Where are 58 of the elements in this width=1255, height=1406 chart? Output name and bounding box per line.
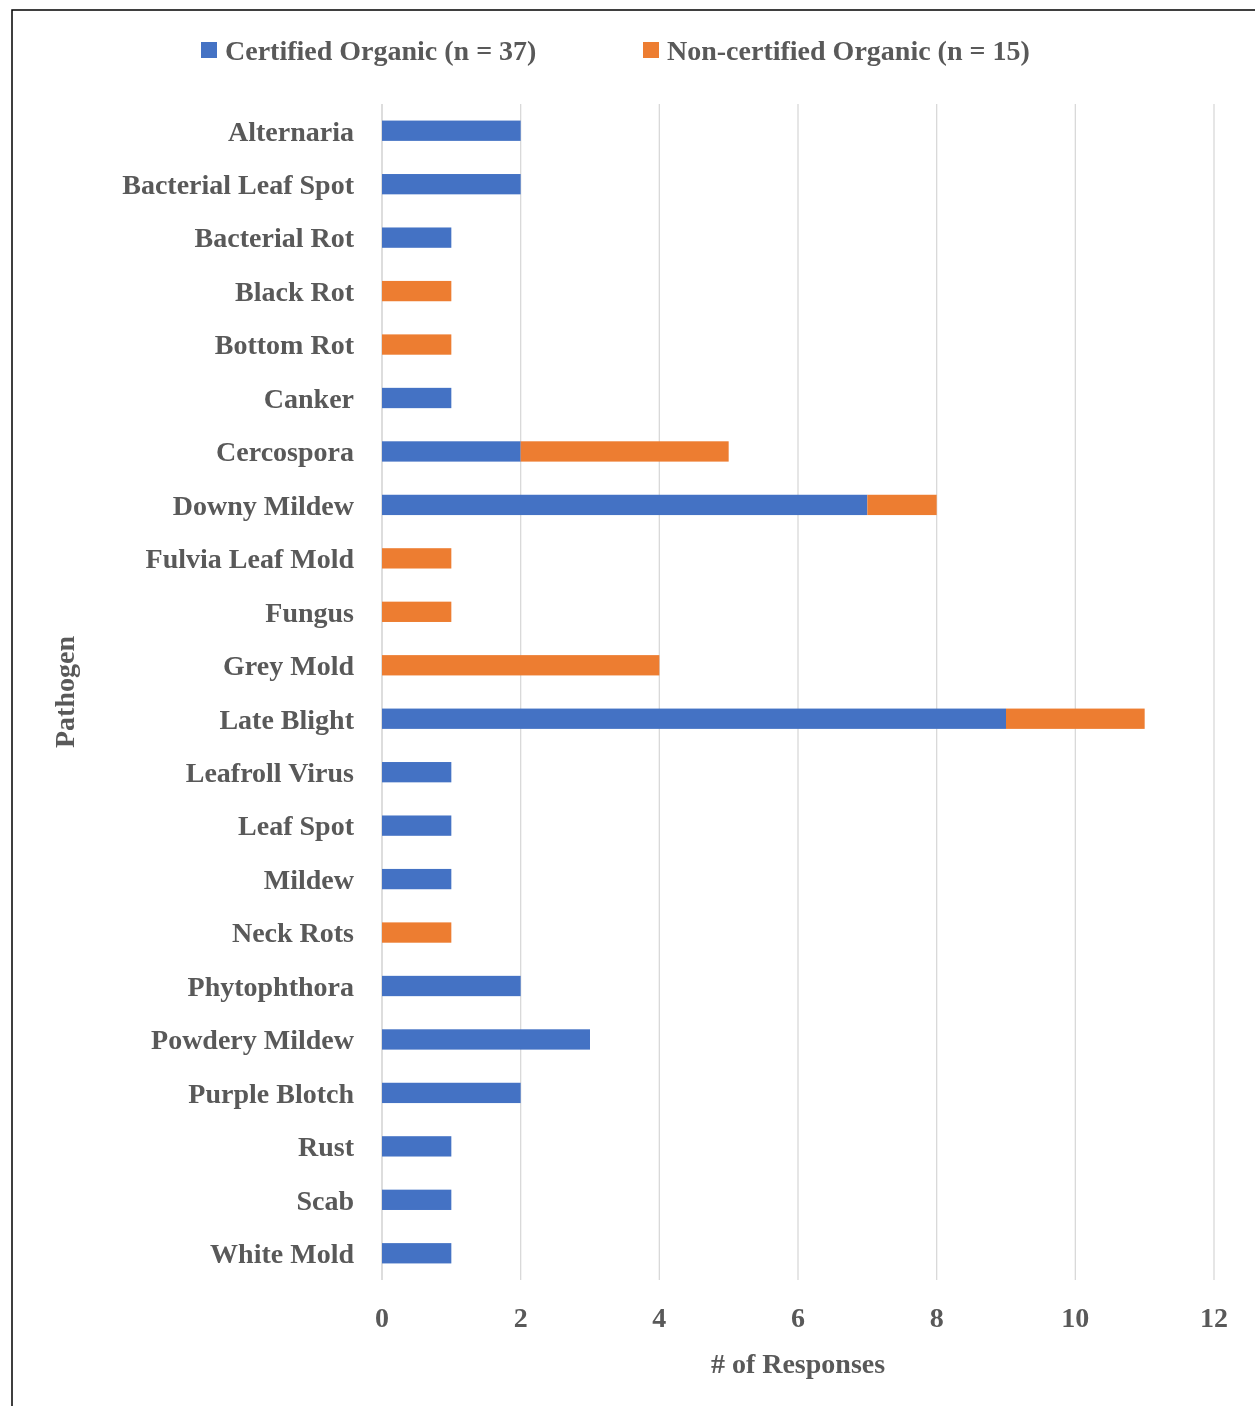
y-tick-label: Black Rot xyxy=(235,275,355,307)
y-tick-label: Bacterial Rot xyxy=(194,222,355,254)
y-tick-label: Fulvia Leaf Mold xyxy=(145,543,355,575)
bar xyxy=(382,708,1006,729)
y-tick-label: Leaf Spot xyxy=(238,810,355,842)
y-tick-label: Canker xyxy=(263,382,354,414)
bar xyxy=(382,548,452,569)
y-tick-label: Purple Blotch xyxy=(188,1077,355,1109)
x-tick-label: 10 xyxy=(1061,1302,1090,1333)
bar xyxy=(382,494,868,516)
x-tick-label: 4 xyxy=(652,1302,667,1333)
x-tick-label: 8 xyxy=(929,1302,944,1333)
legend-label: Non-certified Organic (n = 15) xyxy=(667,34,1030,66)
y-tick-label: Bacterial Leaf Spot xyxy=(122,168,355,200)
y-tick-label: Bottom Rot xyxy=(214,329,355,361)
bar xyxy=(382,1029,590,1050)
y-tick-label: White Mold xyxy=(210,1238,355,1270)
x-tick-label: 6 xyxy=(791,1302,805,1333)
y-tick-label: Mildew xyxy=(263,863,355,895)
bar xyxy=(382,120,521,141)
y-tick-label: Fungus xyxy=(265,596,355,628)
bar xyxy=(382,655,660,676)
y-tick-label: Scab xyxy=(296,1184,354,1216)
y-tick-label: Phytophthora xyxy=(187,970,354,1002)
bar xyxy=(382,601,452,622)
y-tick-label: Alternaria xyxy=(228,115,354,147)
bar xyxy=(382,227,452,248)
bar xyxy=(382,387,452,409)
x-tick-label: 12 xyxy=(1200,1302,1228,1333)
y-tick-label: Powdery Mildew xyxy=(151,1024,355,1056)
legend-label: Certified Organic (n = 37) xyxy=(225,34,537,66)
y-tick-label: Neck Rots xyxy=(231,917,355,949)
y-tick-label: Grey Mold xyxy=(223,650,355,682)
bar xyxy=(382,762,452,783)
bar xyxy=(1006,708,1145,729)
bar xyxy=(382,1243,452,1264)
y-tick-label: Rust xyxy=(297,1131,355,1163)
bar xyxy=(382,441,521,462)
x-axis-title: # of Responses xyxy=(710,1348,886,1379)
bar xyxy=(520,441,729,462)
bar xyxy=(867,494,937,516)
y-axis-title: Pathogen xyxy=(49,635,80,748)
x-tick-label: 2 xyxy=(513,1302,528,1333)
bar xyxy=(382,815,452,836)
y-tick-label: Leafroll Virus xyxy=(185,756,355,788)
bar xyxy=(382,1189,452,1210)
y-tick-label: Downy Mildew xyxy=(172,489,355,521)
bar xyxy=(382,334,452,355)
y-tick-label: Cercospora xyxy=(216,436,354,468)
bar xyxy=(382,975,521,997)
y-tick-label: Late Blight xyxy=(219,703,355,735)
bar xyxy=(382,280,452,302)
bar xyxy=(382,1136,452,1157)
x-tick-label: 0 xyxy=(375,1302,389,1333)
bar xyxy=(382,922,452,943)
bar xyxy=(382,174,521,195)
bar xyxy=(382,868,452,890)
bar xyxy=(382,1082,521,1104)
